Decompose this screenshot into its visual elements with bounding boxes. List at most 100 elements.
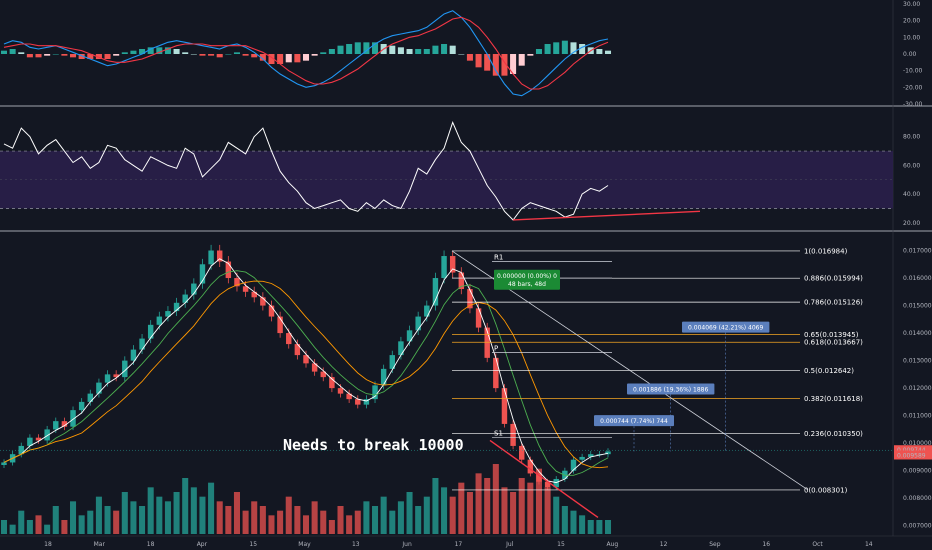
volume-bar	[199, 496, 206, 534]
macd-histogram-bar	[406, 49, 413, 54]
candle-body	[87, 393, 94, 402]
candle-body	[518, 445, 525, 460]
volume-bar	[173, 492, 180, 534]
volume-bar	[328, 520, 335, 534]
candle-body	[113, 374, 119, 378]
volume-bar	[70, 501, 77, 534]
volume-bar	[35, 515, 42, 534]
pivot-label: S1	[494, 430, 503, 438]
macd-histogram-bar	[604, 50, 612, 54]
volume-bar	[311, 501, 318, 534]
target-box-text: 0.004069 (42.21%) 4069	[688, 325, 763, 332]
volume-bar	[397, 501, 404, 534]
volume-bar	[579, 515, 586, 534]
candle-body	[432, 278, 439, 306]
price-tick-label: 0.008000	[903, 495, 932, 502]
volume-bar	[208, 482, 215, 534]
volume-bar	[242, 510, 249, 534]
candle-body	[493, 357, 499, 389]
macd-histogram-bar	[70, 54, 77, 58]
candle-body	[277, 316, 283, 334]
macd-tick-label: -30.00	[903, 101, 923, 108]
macd-histogram-bar	[216, 54, 223, 58]
macd-histogram-bar	[311, 54, 318, 56]
candle-body	[122, 360, 128, 378]
volume-bar	[501, 487, 508, 534]
volume-bar	[61, 520, 68, 534]
macd-histogram-bar	[26, 54, 33, 58]
macd-histogram-bar	[268, 54, 275, 64]
volume-bar	[0, 520, 8, 534]
volume-bar	[233, 492, 240, 534]
volume-bar	[95, 496, 102, 534]
volume-bar	[182, 478, 189, 534]
candle-body	[553, 478, 559, 488]
candle-body	[53, 421, 59, 430]
price-tick-label: 0.013000	[903, 358, 932, 365]
candle-body	[234, 278, 240, 287]
candle-body	[182, 294, 188, 303]
volume-bar	[518, 478, 525, 534]
macd-histogram-bar	[104, 54, 111, 59]
candle-body	[372, 385, 378, 400]
candle-body	[139, 338, 145, 350]
volume-bar	[104, 506, 111, 534]
macd-histogram-bar	[225, 54, 232, 55]
measure-box	[494, 269, 560, 290]
volume-bar	[458, 482, 465, 534]
candle-body	[415, 316, 421, 331]
macd-histogram-bar	[475, 54, 482, 68]
volume-bar	[26, 520, 33, 534]
price-tick-label: 0.015000	[903, 303, 932, 310]
time-tick-label: Aug	[606, 541, 618, 548]
volume-bar	[363, 501, 370, 534]
time-tick-label: Jul	[505, 541, 514, 548]
macd-histogram-bar	[277, 54, 284, 64]
fib-level-label: 0.886(0.015994)	[804, 275, 863, 283]
candle-body	[44, 429, 50, 441]
price-falling-trendline	[489, 439, 599, 519]
ma-mid-line	[3, 270, 609, 476]
price-tick-label: 0.009000	[903, 468, 932, 475]
candle-body	[251, 291, 257, 298]
signal-line	[3, 16, 609, 90]
time-tick-label: Sep	[709, 541, 721, 548]
last-price-tag	[894, 445, 932, 455]
volume-bar	[320, 510, 327, 534]
macd-histogram-bar	[389, 45, 396, 54]
macd-histogram-bar	[44, 54, 51, 56]
macd-tick-label: 30.00	[903, 1, 920, 8]
macd-histogram-bar	[18, 52, 25, 54]
macd-histogram-bar	[328, 49, 335, 54]
macd-histogram-bar	[354, 42, 361, 54]
volume-bar	[475, 473, 482, 534]
rsi-tick-label: 20.00	[903, 220, 920, 227]
macd-histogram-bar	[156, 47, 163, 54]
macd-histogram-bar	[302, 54, 310, 61]
candle-body	[216, 250, 223, 262]
ma-slow-line	[3, 280, 609, 469]
fib-level-label: 0.65(0.013945)	[804, 331, 859, 339]
candle-body	[389, 355, 396, 369]
macd-histogram-bar	[9, 49, 16, 54]
macd-histogram-bar	[423, 49, 430, 54]
volume-bar	[484, 478, 491, 534]
target-box	[627, 383, 715, 395]
candle-body	[406, 330, 413, 342]
volume-bar	[449, 496, 456, 534]
macd-histogram-bar	[139, 49, 146, 54]
candle-body	[329, 377, 335, 389]
volume-bar	[18, 510, 25, 534]
candle-body	[165, 311, 171, 317]
candle-body	[536, 473, 542, 482]
volume-bar	[466, 492, 473, 534]
macd-histogram-bar	[294, 54, 301, 63]
macd-histogram-bar	[320, 52, 327, 54]
macd-histogram-bar	[208, 54, 215, 56]
macd-histogram-bar	[535, 49, 542, 54]
macd-histogram-bar	[121, 52, 128, 54]
fib-level-label: 0.618(0.013667)	[804, 339, 863, 347]
volume-bar	[216, 501, 223, 534]
macd-histogram-bar	[259, 54, 266, 61]
